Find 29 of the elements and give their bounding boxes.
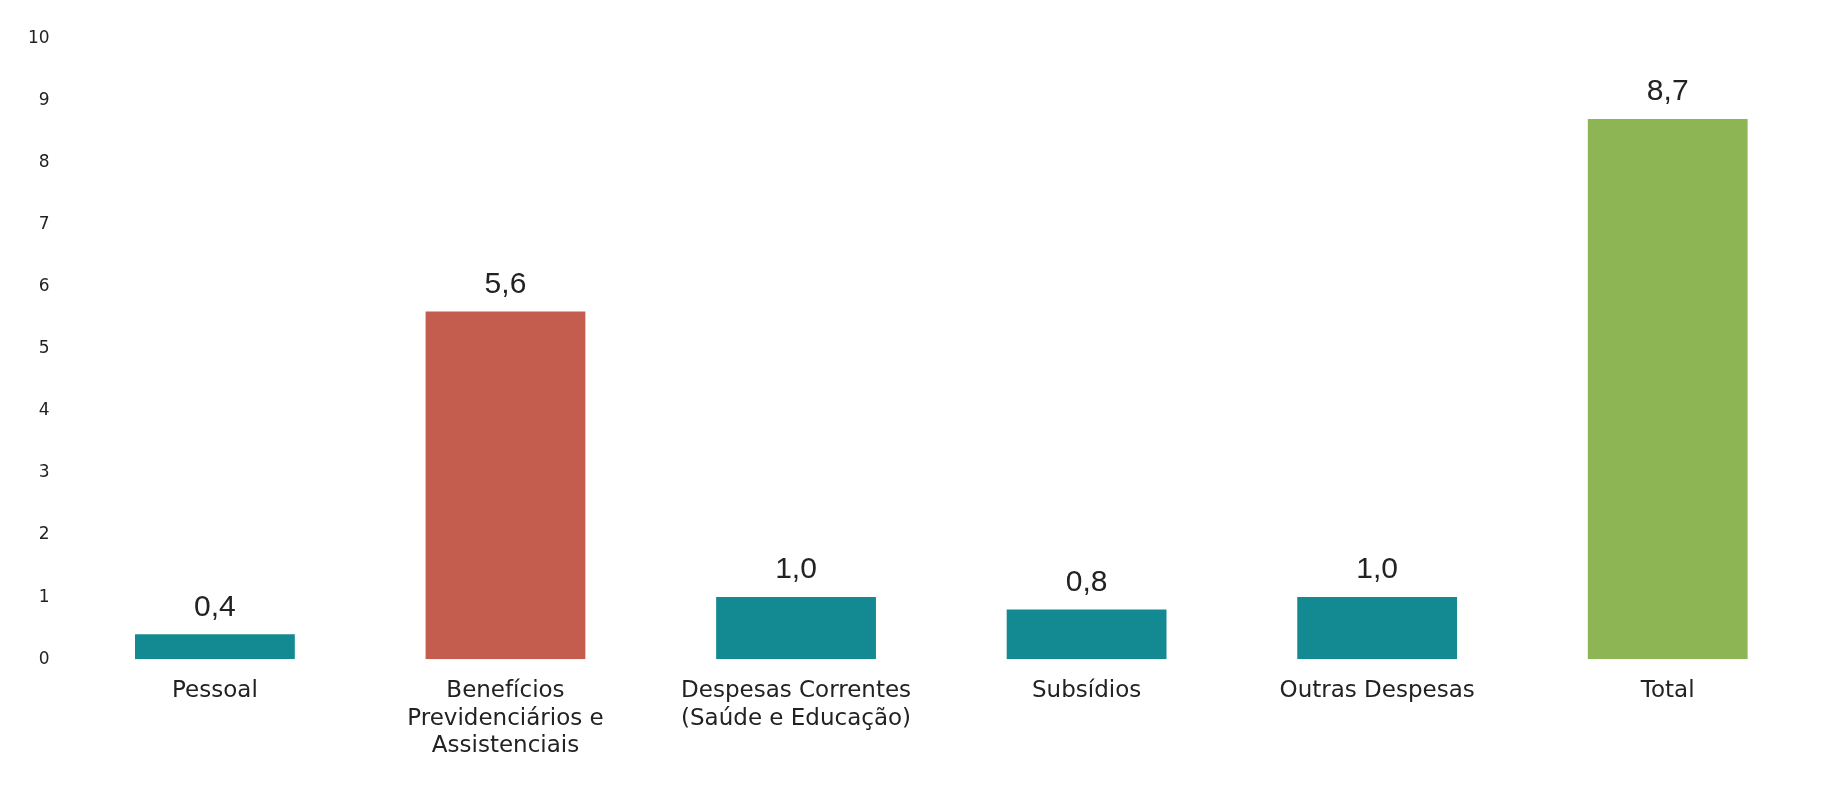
x-tick-label: Outras Despesas bbox=[1279, 675, 1475, 702]
data-label: 0,8 bbox=[1065, 563, 1108, 597]
bar bbox=[1297, 597, 1458, 660]
y-tick-label: 1 bbox=[38, 585, 50, 606]
data-label: 5,6 bbox=[484, 265, 527, 299]
y-tick-label: 0 bbox=[38, 647, 50, 668]
x-tick-label: Subsídios bbox=[1031, 675, 1142, 702]
y-tick-label: 5 bbox=[38, 337, 50, 358]
x-tick-label: Despesas Correntes (Saúde e Educação) bbox=[681, 675, 912, 730]
y-tick-label: 10 bbox=[27, 26, 50, 47]
data-label: 1,0 bbox=[1356, 551, 1399, 585]
bar bbox=[1587, 118, 1748, 660]
y-tick-label: 7 bbox=[38, 212, 50, 233]
data-label: 1,0 bbox=[775, 551, 817, 585]
bar bbox=[716, 597, 876, 660]
x-tick-label: Benefícios Previdenciários e Assistenciais bbox=[407, 675, 604, 758]
y-tick-label: 3 bbox=[38, 461, 50, 482]
x-tick-label: Pessoal bbox=[172, 675, 258, 702]
bar bbox=[135, 634, 295, 660]
y-tick-label: 2 bbox=[38, 523, 50, 544]
y-tick-label: 8 bbox=[38, 150, 50, 171]
y-tick-label: 9 bbox=[38, 88, 50, 109]
bar bbox=[1006, 609, 1167, 660]
y-tick-label: 6 bbox=[38, 275, 50, 296]
data-label: 0,4 bbox=[194, 588, 236, 622]
y-tick-label: 4 bbox=[38, 399, 50, 420]
data-label: 8,7 bbox=[1646, 73, 1689, 107]
bar bbox=[425, 311, 586, 660]
x-tick-label: Total bbox=[1639, 675, 1695, 702]
